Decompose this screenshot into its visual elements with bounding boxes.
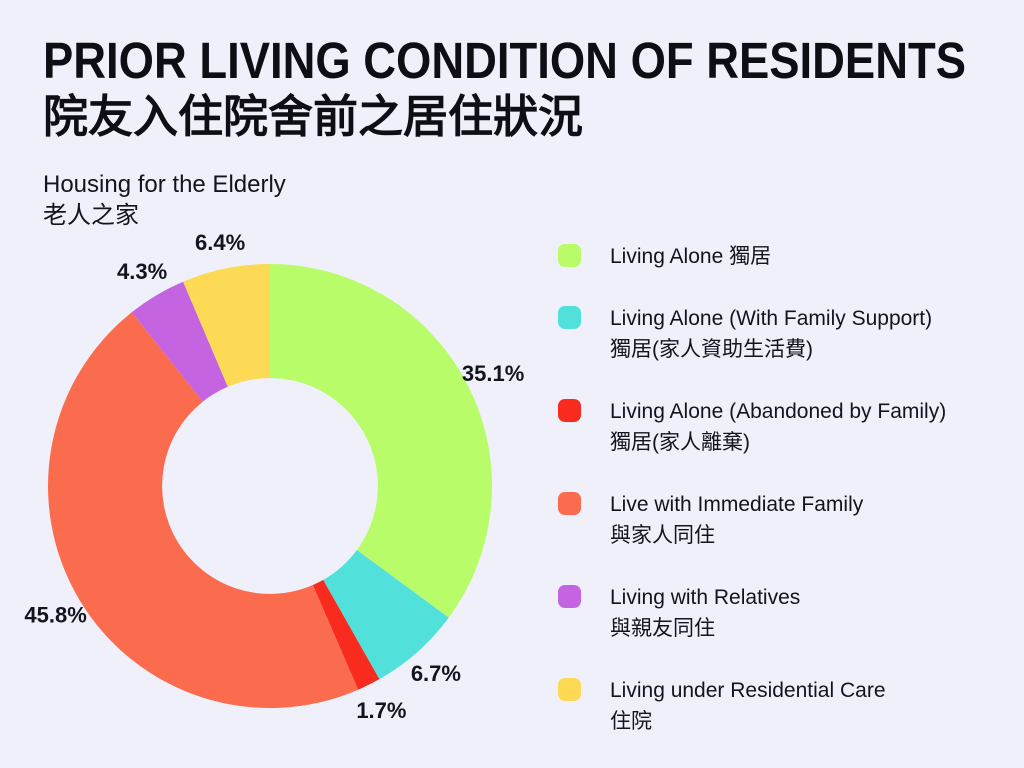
legend-item-1: Living Alone (With Family Support) 獨居(家人資… — [558, 303, 1018, 365]
legend-label-5-zh: 住院 — [610, 710, 652, 733]
legend-item-3: Live with Immediate Family 與家人同住 — [558, 489, 1018, 551]
donut-segment-5 — [183, 264, 270, 387]
legend-item-0: Living Alone 獨居 — [558, 241, 1018, 272]
page-title: PRIOR LIVING CONDITION OF RESIDENTS 院友入住… — [43, 34, 1024, 142]
legend-label-3-en: Live with Immediate Family — [610, 493, 864, 516]
data-label-1: 6.7% — [411, 661, 461, 686]
data-label-2: 1.7% — [356, 698, 406, 723]
legend-label-5-en: Living under Residential Care — [610, 679, 886, 702]
donut-segment-4 — [131, 281, 228, 402]
legend-swatch-4 — [558, 585, 581, 608]
donut-segment-2 — [312, 579, 380, 690]
legend-item-5: Living under Residential Care 住院 — [558, 675, 1018, 737]
legend-label-0: Living Alone 獨居 — [610, 245, 772, 268]
legend-label-2-zh: 獨居(家人離棄) — [610, 431, 750, 454]
legend-item-2: Living Alone (Abandoned by Family) 獨居(家人離… — [558, 396, 1018, 458]
page-title-zh: 院友入住院舍前之居住狀況 — [43, 90, 584, 142]
data-label-0: 35.1% — [462, 361, 524, 386]
chart-legend: Living Alone 獨居 Living Alone (With Family… — [558, 241, 1018, 737]
legend-label-1: Living Alone (With Family Support) 獨居(家人資… — [610, 303, 932, 365]
legend-label-2-en: Living Alone (Abandoned by Family) — [610, 400, 947, 423]
legend-label-3: Live with Immediate Family 與家人同住 — [610, 489, 863, 551]
legend-label-4-zh: 與親友同住 — [610, 617, 715, 640]
chart-subtitle-zh: 老人之家 — [43, 202, 139, 230]
chart-subtitle-en: Housing for the Elderly — [43, 171, 286, 198]
legend-label-1-en: Living Alone (With Family Support) — [610, 307, 933, 330]
page-title-en: PRIOR LIVING CONDITION OF RESIDENTS — [43, 32, 966, 89]
legend-label-2: Living Alone (Abandoned by Family) 獨居(家人離… — [610, 396, 946, 458]
chart-subtitle: Housing for the Elderly 老人之家 — [43, 169, 286, 231]
legend-label-4-en: Living with Relatives — [610, 586, 801, 609]
data-label-4: 4.3% — [117, 259, 167, 284]
donut-segment-3 — [48, 312, 359, 708]
data-label-3: 45.8% — [24, 603, 86, 628]
legend-label-3-zh: 與家人同住 — [610, 524, 715, 547]
legend-item-4: Living with Relatives 與親友同住 — [558, 582, 1018, 644]
legend-swatch-1 — [558, 306, 581, 329]
donut-segment-1 — [323, 549, 449, 680]
legend-label-4: Living with Relatives 與親友同住 — [610, 582, 800, 644]
donut-segment-0 — [270, 264, 493, 618]
legend-swatch-0 — [558, 244, 581, 267]
legend-label-5: Living under Residential Care 住院 — [610, 675, 886, 737]
data-label-5: 6.4% — [195, 230, 245, 255]
header: PRIOR LIVING CONDITION OF RESIDENTS 院友入住… — [43, 34, 1024, 142]
legend-label-1-zh: 獨居(家人資助生活費) — [610, 338, 813, 361]
legend-swatch-2 — [558, 399, 581, 422]
donut-chart: 35.1% 6.7%1.7% 45.8% 4.3% 6.4% — [24, 230, 524, 723]
legend-swatch-5 — [558, 678, 581, 701]
legend-swatch-3 — [558, 492, 581, 515]
